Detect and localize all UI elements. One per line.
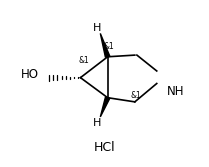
Text: &1: &1 <box>78 56 89 65</box>
Text: NH: NH <box>167 85 185 98</box>
Polygon shape <box>100 33 110 57</box>
Text: HO: HO <box>21 68 39 81</box>
Polygon shape <box>100 97 110 117</box>
Text: &1: &1 <box>131 91 141 100</box>
Text: H: H <box>93 118 101 128</box>
Text: &1: &1 <box>103 42 114 51</box>
Text: H: H <box>93 23 101 33</box>
Text: HCl: HCl <box>94 141 115 154</box>
